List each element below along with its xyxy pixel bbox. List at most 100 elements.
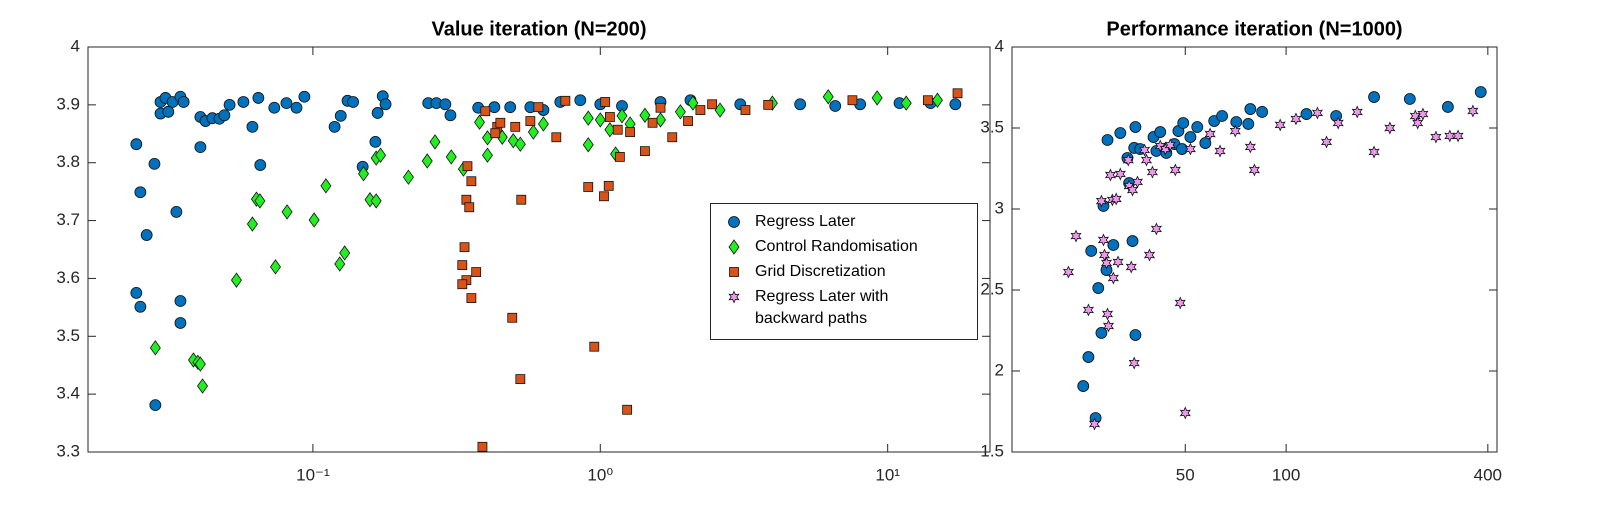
point [625,127,636,137]
point [1107,271,1119,285]
point [1164,138,1176,152]
legend-entry: Grid Discretization [711,261,977,283]
x-tick-label: 400 [1474,465,1502,484]
point [674,104,686,120]
point [1412,116,1424,130]
point [466,293,477,304]
y-tick-label: 3.6 [56,268,80,287]
point [218,109,231,122]
point [1100,256,1113,270]
point [320,178,332,194]
point [269,259,281,275]
point [1150,222,1162,236]
point [647,117,658,128]
point [1256,106,1269,118]
point [421,153,433,169]
y-tick-label: 3.8 [56,152,80,171]
point [488,101,501,114]
y-tick-label: 4 [995,36,1004,55]
point [1107,239,1120,251]
legend-marker [728,216,740,228]
point [667,132,678,143]
point [655,102,666,113]
y-tick-label: 3.7 [56,210,80,229]
point [504,101,517,114]
chart-title: Value iteration (N=200) [431,18,646,40]
point [1082,351,1095,363]
point [471,267,482,277]
point [339,245,351,261]
point [197,378,209,394]
point [582,137,594,153]
point [525,116,536,126]
point [1110,192,1122,206]
point [223,98,236,111]
legend-entry: Regress Later with backward paths [711,286,977,330]
point [1095,327,1108,339]
point [1417,107,1429,121]
point [1368,145,1380,159]
point [290,101,303,114]
point [922,95,933,106]
point [130,138,143,151]
point [1131,175,1144,189]
point [931,92,943,108]
point [582,110,594,126]
point [614,152,625,162]
y-tick-label: 2 [995,360,1004,379]
point [1179,406,1191,420]
point [134,186,147,199]
point [439,98,452,111]
point [1274,118,1286,132]
point [474,114,486,130]
point [1430,130,1442,144]
point [457,260,468,271]
point [134,300,147,313]
x-tick-label: 50 [1176,465,1195,484]
legend-swatch [728,290,740,304]
point [1384,121,1396,135]
point [1146,165,1159,179]
chart-title: Performance iteration (N=1000) [1106,18,1402,40]
point [1101,134,1114,146]
point [1184,131,1197,143]
point [952,88,963,99]
point [481,147,493,163]
point [480,106,491,117]
point [763,99,774,110]
point [246,216,258,232]
point [445,149,457,165]
x-tick-label: 10⁰ [587,465,613,484]
point [1092,282,1105,294]
point [1097,233,1110,247]
legend-swatch [728,239,740,255]
point [1122,153,1134,167]
point [683,116,693,126]
point [375,147,387,163]
point [507,133,519,149]
point [599,191,609,202]
point [130,286,143,299]
point [254,193,266,209]
point [1320,135,1333,149]
point [370,193,382,209]
point [174,317,187,329]
point [402,169,414,185]
point [252,92,265,104]
point [551,132,562,143]
x-tick-label: 10⁻¹ [296,465,330,484]
point [1214,144,1226,158]
point [515,374,526,385]
point [334,109,347,122]
point [174,295,187,307]
point [1230,116,1243,128]
point [1101,307,1114,321]
point [560,95,571,106]
point [268,101,281,114]
point [148,157,161,170]
point [280,97,293,110]
point [1199,137,1212,149]
legend-swatch [729,267,739,277]
point [477,441,488,452]
